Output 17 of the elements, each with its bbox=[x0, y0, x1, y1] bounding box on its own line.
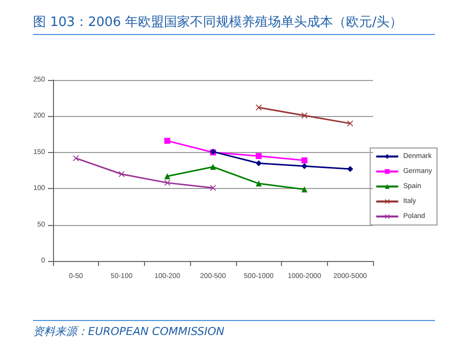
point bbox=[301, 112, 308, 118]
point bbox=[118, 171, 125, 178]
point bbox=[347, 166, 354, 172]
point bbox=[301, 163, 308, 170]
point bbox=[72, 155, 79, 162]
point bbox=[301, 186, 308, 192]
point bbox=[164, 173, 170, 180]
point bbox=[164, 180, 170, 186]
point bbox=[301, 157, 308, 164]
text: 资料来源：EUROPEAN COMMISSION bbox=[33, 324, 226, 339]
point bbox=[256, 153, 262, 160]
point bbox=[164, 138, 170, 144]
point bbox=[256, 160, 262, 166]
point bbox=[210, 164, 216, 170]
chart-title: 图 103：2006 年欧盟国家不同规模养殖场单头成本（欧元/头） bbox=[33, 13, 435, 35]
point bbox=[347, 120, 354, 126]
point bbox=[256, 180, 262, 187]
